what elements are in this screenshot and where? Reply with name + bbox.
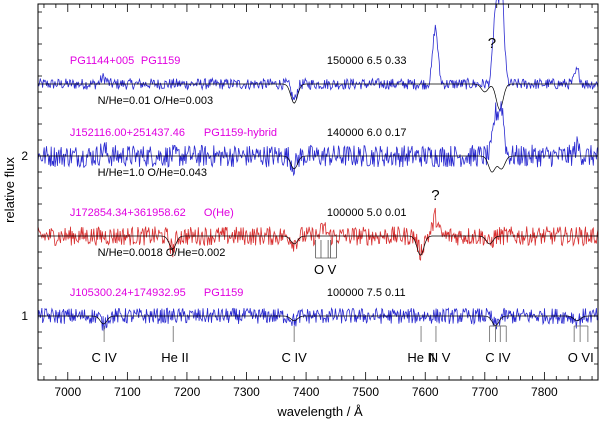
spectrum-params-PG1144: 150000 6.5 0.33	[327, 55, 407, 67]
x-tick-label-7100: 7100	[114, 385, 141, 399]
spectrum-class-J1728: O(He)	[204, 207, 234, 219]
spectrum-abundances-PG1144: N/He=0.01 O/He=0.003	[98, 95, 214, 107]
label-layer: PG1144+005 PG1159 150000 6.5 0.33 N/He=0.01…	[70, 35, 594, 365]
line-id-label-6: O VI	[568, 350, 594, 365]
line-id-label-4: N V	[429, 350, 451, 365]
line-id-label-3: He II	[407, 350, 434, 365]
y-tick-label-2: 2	[21, 149, 28, 163]
model-line-J1053	[38, 315, 598, 326]
x-tick-label-7800: 7800	[531, 385, 558, 399]
model-line-J1728	[38, 235, 598, 256]
x-tick-label-7200: 7200	[174, 385, 201, 399]
spectrum-class-PG1144: PG1159	[141, 55, 181, 67]
line-id-label-0: C IV	[91, 350, 117, 365]
spectrum-params-J1521: 140000 6.0 0.17	[327, 127, 407, 139]
line-id-label-1: He II	[161, 350, 188, 365]
line-id-label-5: C IV	[485, 350, 511, 365]
line-id-label-2: C IV	[282, 350, 308, 365]
y-axis-label: relative flux	[2, 157, 17, 223]
spectrum-name-J1053: J105300.24+174932.95	[70, 287, 186, 299]
spectrum-line-J1521	[37, 101, 599, 177]
line-id-tick-layer	[103, 240, 589, 342]
x-tick-label-7700: 7700	[471, 385, 498, 399]
spectrum-name-J1728: J172854.34+361958.62	[70, 207, 186, 219]
spectrum-class-J1521: PG1159-hybrid	[204, 127, 277, 139]
spectrum-name-PG1144: PG1144+005	[70, 55, 134, 67]
x-tick-label-7600: 7600	[412, 385, 439, 399]
model-line-J1521	[38, 155, 598, 173]
spectrum-class-J1053: PG1159	[204, 287, 244, 299]
x-tick-label-7500: 7500	[352, 385, 379, 399]
spectrum-abundances-J1728: N/He=0.0018 O/He=0.002	[98, 247, 226, 259]
spectrum-line-J1053	[37, 306, 599, 332]
spectra-layer	[37, 0, 599, 332]
spectrum-params-J1728: 100000 5.0 0.01	[327, 207, 407, 219]
x-tick-label-7300: 7300	[233, 385, 260, 399]
model-line-PG1144	[38, 83, 598, 110]
spectrum-abundances-J1521: H/He=1.0 O/He=0.043	[98, 167, 207, 179]
x-tick-label-7400: 7400	[293, 385, 320, 399]
axis-tick-layer: 7000 7100 7200 7300 7400 7500 7600 7700 7800 1 2	[21, 4, 598, 399]
spectrum-params-J1053: 100000 7.5 0.11	[327, 287, 406, 299]
x-tick-label-7000: 7000	[54, 385, 81, 399]
spectrum-name-J1521: J152116.00+251437.46	[70, 127, 185, 139]
y-tick-label-1: 1	[21, 309, 28, 323]
question-mark-PG1144: ?	[488, 35, 496, 52]
spectrum-line-PG1144	[37, 0, 599, 101]
ov-label: O V	[314, 262, 337, 277]
x-axis-label: wavelength / Å	[276, 404, 363, 419]
question-mark-J1728: ?	[431, 187, 439, 204]
